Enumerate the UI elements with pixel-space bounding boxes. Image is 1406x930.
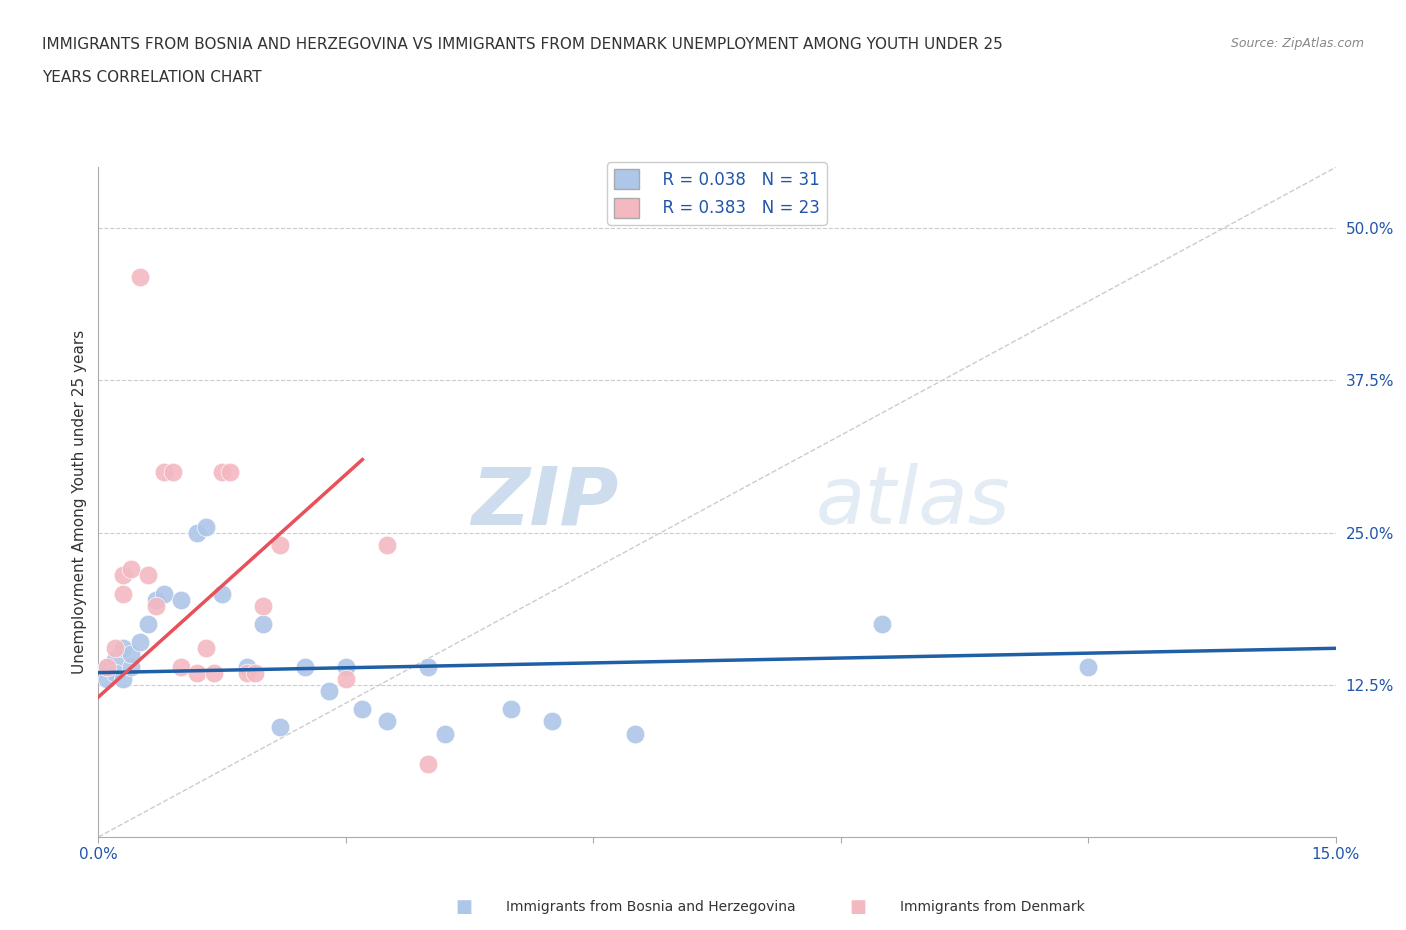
- Text: ZIP: ZIP: [471, 463, 619, 541]
- Legend:   R = 0.038   N = 31,   R = 0.383   N = 23: R = 0.038 N = 31, R = 0.383 N = 23: [607, 163, 827, 225]
- Point: [335, 671, 357, 686]
- Point: [219, 464, 242, 479]
- Point: [96, 659, 118, 674]
- Point: [541, 714, 564, 729]
- Point: [236, 665, 259, 680]
- Point: [96, 671, 118, 686]
- Text: YEARS CORRELATION CHART: YEARS CORRELATION CHART: [42, 70, 262, 85]
- Point: [104, 641, 127, 656]
- Point: [120, 562, 142, 577]
- Point: [112, 568, 135, 583]
- Point: [236, 659, 259, 674]
- Point: [418, 756, 440, 771]
- Point: [318, 684, 340, 698]
- Text: Source: ZipAtlas.com: Source: ZipAtlas.com: [1230, 37, 1364, 50]
- Point: [112, 641, 135, 656]
- Point: [128, 635, 150, 650]
- Point: [243, 665, 266, 680]
- Point: [162, 464, 184, 479]
- Point: [153, 464, 176, 479]
- Point: [120, 647, 142, 662]
- Point: [1077, 659, 1099, 674]
- Y-axis label: Unemployment Among Youth under 25 years: Unemployment Among Youth under 25 years: [72, 330, 87, 674]
- Point: [112, 671, 135, 686]
- Point: [335, 659, 357, 674]
- Point: [170, 659, 193, 674]
- Point: [623, 726, 645, 741]
- Point: [211, 464, 233, 479]
- Point: [186, 525, 208, 540]
- Text: ■: ■: [849, 897, 866, 916]
- Point: [499, 702, 522, 717]
- Point: [112, 586, 135, 601]
- Point: [433, 726, 456, 741]
- Point: [252, 617, 274, 631]
- Point: [153, 586, 176, 601]
- Text: ■: ■: [456, 897, 472, 916]
- Point: [211, 586, 233, 601]
- Point: [870, 617, 893, 631]
- Point: [96, 659, 118, 674]
- Point: [294, 659, 316, 674]
- Point: [269, 538, 291, 552]
- Text: Immigrants from Denmark: Immigrants from Denmark: [900, 899, 1084, 914]
- Point: [170, 592, 193, 607]
- Text: Immigrants from Bosnia and Herzegovina: Immigrants from Bosnia and Herzegovina: [506, 899, 796, 914]
- Point: [269, 720, 291, 735]
- Point: [145, 592, 167, 607]
- Point: [104, 653, 127, 668]
- Point: [136, 568, 159, 583]
- Point: [128, 270, 150, 285]
- Point: [375, 538, 398, 552]
- Point: [418, 659, 440, 674]
- Point: [194, 519, 217, 534]
- Point: [104, 665, 127, 680]
- Text: IMMIGRANTS FROM BOSNIA AND HERZEGOVINA VS IMMIGRANTS FROM DENMARK UNEMPLOYMENT A: IMMIGRANTS FROM BOSNIA AND HERZEGOVINA V…: [42, 37, 1002, 52]
- Point: [202, 665, 225, 680]
- Point: [375, 714, 398, 729]
- Point: [352, 702, 374, 717]
- Text: atlas: atlas: [815, 463, 1011, 541]
- Point: [145, 598, 167, 613]
- Point: [186, 665, 208, 680]
- Point: [194, 641, 217, 656]
- Point: [252, 598, 274, 613]
- Point: [120, 659, 142, 674]
- Point: [136, 617, 159, 631]
